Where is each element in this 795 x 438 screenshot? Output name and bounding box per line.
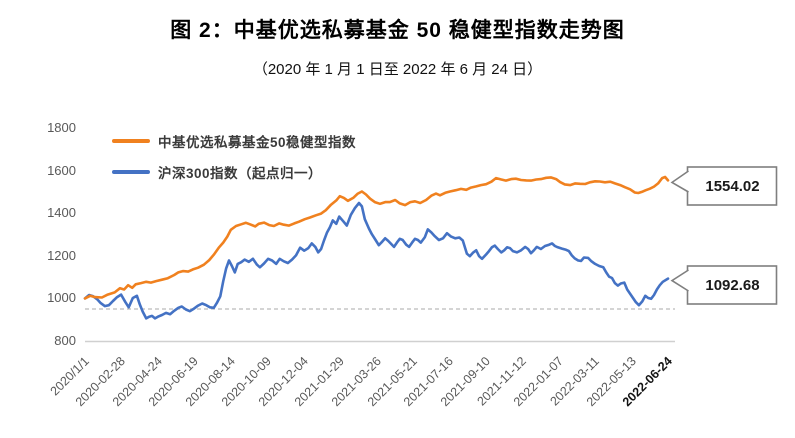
y-axis-tick-label: 1000: [47, 290, 76, 306]
callout-wedge-border: [670, 269, 689, 292]
figure-title: 图 2：中基优选私募基金 50 稳健型指数走势图: [170, 19, 625, 42]
legend-item-csi300: 沪深300指数（起点归一）: [112, 161, 356, 183]
legend: 中基优选私募基金50稳健型指数 沪深300指数（起点归一）: [112, 130, 356, 192]
legend-swatch-fund-icon: [112, 139, 150, 143]
y-axis-tick-label: 1800: [47, 120, 76, 135]
callout-wedge-border: [670, 170, 689, 193]
y-axis-tick-label: 1200: [47, 247, 76, 263]
callout-fund-value: 1554.02: [705, 177, 760, 195]
legend-item-fund-index: 中基优选私募基金50稳健型指数: [112, 130, 356, 152]
y-axis-tick-label: 1600: [47, 162, 76, 178]
callout-wedge: [672, 270, 689, 291]
y-axis-tick-label: 800: [54, 333, 76, 348]
callout-box: [686, 166, 778, 206]
legend-swatch-csi300-icon: [112, 170, 150, 174]
figure-subtitle: （2020 年 1 月 1 日至 2022 年 6 月 24 日）: [252, 61, 543, 78]
legend-label-fund-index: 中基优选私募基金50稳健型指数: [158, 135, 357, 150]
y-axis-tick-label: 1400: [47, 205, 76, 221]
callout-wedge: [672, 171, 689, 192]
legend-label-csi300: 沪深300指数（起点归一）: [158, 166, 323, 181]
callout-csi300-value: 1092.68: [705, 276, 760, 294]
csi300-line: [83, 201, 670, 320]
fund-index-line: [83, 175, 670, 300]
